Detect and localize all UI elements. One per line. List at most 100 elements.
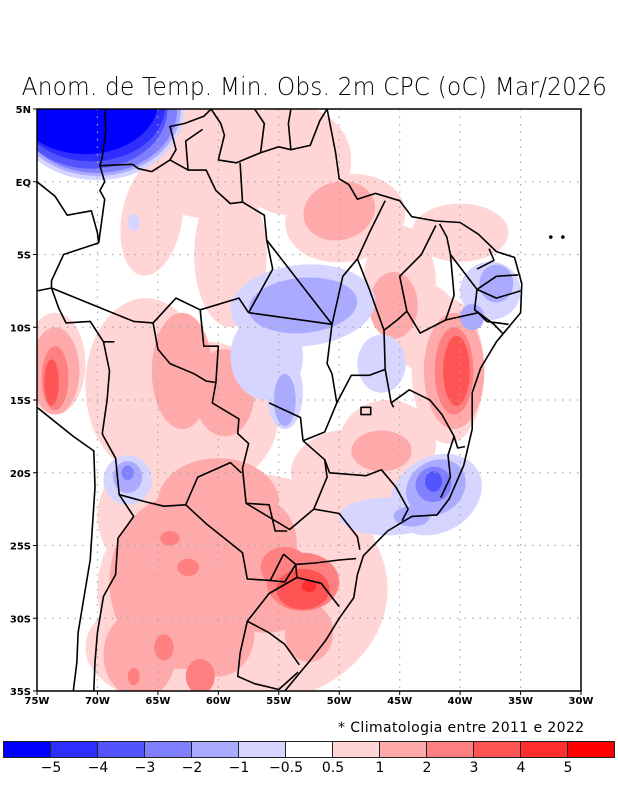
colorbar-swatch xyxy=(51,742,98,757)
x-tick-label: 70W xyxy=(85,696,110,707)
anomaly-contour xyxy=(303,181,376,241)
border-line xyxy=(97,165,106,244)
x-tick-label: 65W xyxy=(145,696,170,707)
border-line xyxy=(398,225,437,312)
border-line xyxy=(302,324,338,442)
colorbar-label: −2 xyxy=(181,760,203,776)
anomaly-contour xyxy=(357,334,406,393)
colorbar-label: −0.5 xyxy=(269,760,303,776)
border-line xyxy=(287,109,292,150)
border-line xyxy=(268,402,304,441)
colorbar-swatch xyxy=(333,742,380,757)
border-line xyxy=(360,406,372,416)
colorbar-swatch xyxy=(239,742,286,757)
border-line xyxy=(248,311,333,326)
colorbar-swatch xyxy=(474,742,521,757)
colorbar-swatch xyxy=(568,742,614,757)
map-title: Anom. de Temp. Min. Obs. 2m CPC (oC) Mar… xyxy=(21,72,608,101)
colorbar-swatch xyxy=(427,742,474,757)
x-tick-label: 45W xyxy=(387,696,412,707)
anomaly-contour xyxy=(37,109,158,155)
country-state-borders xyxy=(37,109,565,691)
anomaly-contour xyxy=(284,603,334,662)
border-line xyxy=(476,274,519,291)
border-line xyxy=(199,309,220,383)
anomaly-contour xyxy=(103,610,177,691)
y-tick-label: 5N xyxy=(16,105,31,116)
anomaly-contour xyxy=(120,160,184,276)
colorbar-label: −1 xyxy=(228,760,250,776)
climatology-footnote: * Climatologia entre 2011 e 2022 xyxy=(338,720,585,736)
border-line xyxy=(296,576,340,608)
anomaly-contour xyxy=(460,303,485,331)
border-line xyxy=(476,248,495,270)
border-line xyxy=(152,322,288,532)
border-line xyxy=(246,620,300,666)
anomaly-contour xyxy=(425,471,442,492)
border-line xyxy=(37,181,100,244)
border-line xyxy=(169,159,274,314)
x-tick-label: 60W xyxy=(206,696,231,707)
y-tick-label: 5S xyxy=(17,251,31,262)
anomaly-contour xyxy=(177,558,199,577)
border-line xyxy=(449,254,503,334)
border-line xyxy=(390,389,466,449)
colorbar xyxy=(3,741,615,758)
colorbar-label: −5 xyxy=(40,760,62,776)
colorbar-label: −4 xyxy=(87,760,109,776)
y-tick-label: 35S xyxy=(10,687,31,698)
anomaly-contour xyxy=(479,264,514,303)
border-line xyxy=(445,311,509,326)
border-line xyxy=(93,436,135,691)
anomaly-contour xyxy=(411,203,509,262)
anomaly-contour xyxy=(369,271,418,339)
y-tick-label: 15S xyxy=(10,396,31,407)
border-line xyxy=(253,109,266,153)
colorbar-swatch xyxy=(4,742,51,757)
colorbar-swatch xyxy=(380,742,427,757)
x-tick-label: 40W xyxy=(448,696,473,707)
colorbar-label: −3 xyxy=(134,760,156,776)
colorbar-label: 1 xyxy=(375,760,385,776)
border-line xyxy=(313,508,361,551)
border-line xyxy=(440,436,455,498)
anomaly-field xyxy=(37,109,521,691)
y-tick-label: 20S xyxy=(10,469,31,480)
y-tick-label: EQ xyxy=(16,178,31,189)
x-tick-label: 75W xyxy=(25,696,50,707)
y-tick-label: 30S xyxy=(10,614,31,625)
anomaly-contour xyxy=(185,658,215,691)
anomaly-contour xyxy=(182,589,255,677)
colorbar-label: 2 xyxy=(422,760,432,776)
border-line xyxy=(283,553,357,566)
colorbar-swatch xyxy=(98,742,145,757)
island-marker xyxy=(548,235,553,239)
border-line xyxy=(383,310,408,370)
anomaly-contour xyxy=(127,213,140,232)
border-line xyxy=(101,341,111,437)
island-marker xyxy=(561,235,565,239)
border-line xyxy=(239,162,244,203)
border-line xyxy=(37,406,96,691)
colorbar-labels: −5 −4 −3 −2 −1 −0.5 0.5 1 2 3 4 5 xyxy=(0,760,618,780)
border-line xyxy=(51,287,250,324)
colorbar-label: 5 xyxy=(563,760,573,776)
anomaly-contour xyxy=(443,335,470,406)
anomaly-contour xyxy=(127,667,140,686)
x-tick-label: 30W xyxy=(569,696,594,707)
colorbar-label: 0.5 xyxy=(321,760,345,776)
x-tick-label: 35W xyxy=(508,696,533,707)
x-axis-ticks: 75W 70W 65W 60W 55W 50W 45W 40W 35W 30W xyxy=(25,691,594,707)
anomaly-contour xyxy=(160,530,180,546)
grid-lines xyxy=(37,109,581,691)
border-line xyxy=(476,288,521,299)
colorbar-label: 3 xyxy=(469,760,479,776)
border-line xyxy=(406,223,455,334)
anomaly-contour xyxy=(301,580,317,593)
border-line xyxy=(50,242,99,288)
colorbar-swatch xyxy=(145,742,192,757)
border-line xyxy=(184,128,204,171)
anomaly-contour xyxy=(154,634,174,661)
y-tick-label: 25S xyxy=(10,542,31,553)
